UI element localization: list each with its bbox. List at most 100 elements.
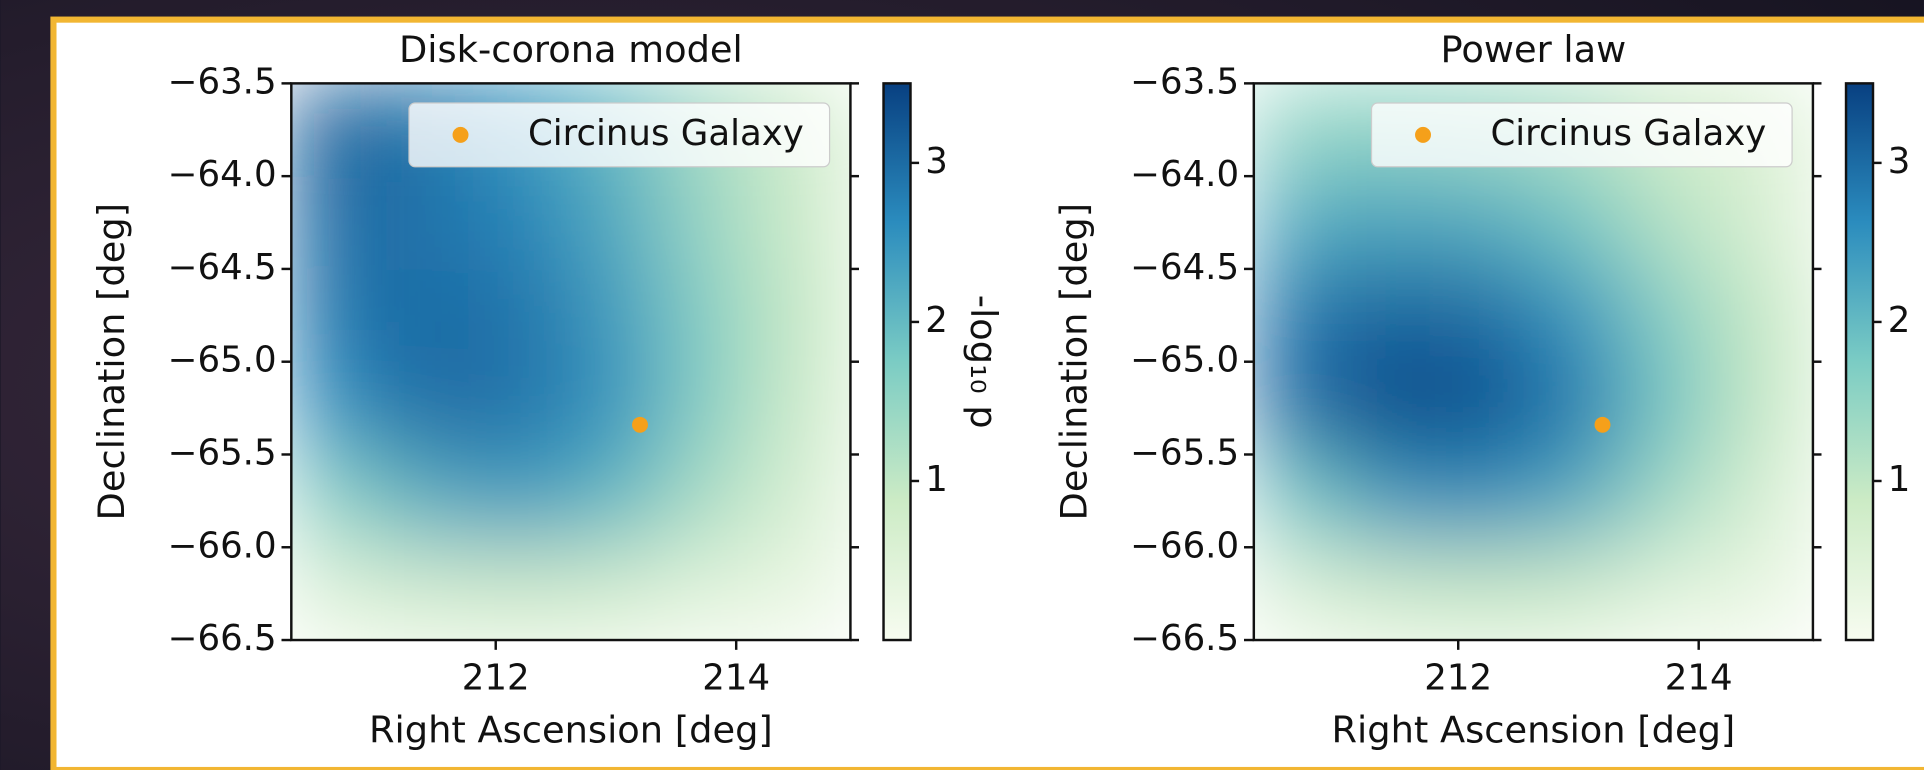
heat-cell [1625,361,1721,456]
heat-cell [1346,546,1441,641]
colorbar-label: -log₁₀ p [962,295,1005,429]
heat-cell [1625,175,1721,270]
y-tick-label: −65.0 [1130,340,1239,381]
colorbar [882,82,912,642]
heat-cell [477,268,572,363]
chart-title: Power law [1441,28,1627,71]
heat-cell [1439,453,1534,548]
legend-marker [452,126,469,143]
colorbar-tick-label: 2 [925,300,948,341]
heat-cell [663,361,758,456]
heat-cell [1719,361,1813,456]
chart-title: Disk-corona model [399,28,743,71]
heat-cell [1532,268,1628,363]
y-tick-label: −66.0 [168,525,277,566]
point [1594,416,1611,433]
heat-cell [570,546,665,641]
colorbar-tick-label: 3 [1888,141,1911,182]
y-axis-label: Declination [deg] [90,203,133,521]
heat-cell [663,175,758,270]
heat-cell [1532,546,1628,641]
heat-cell [1719,453,1813,548]
heat-cell [477,453,572,548]
heat-cell [756,175,851,270]
y-tick-label: −63.5 [1130,61,1239,102]
heat-cell [1719,175,1813,270]
heat-cell [291,83,386,177]
heat-cell [570,361,665,456]
heat-cell [383,268,479,363]
legend-label: Circinus Galaxy [1490,113,1766,154]
heat-cell [383,546,479,641]
point [632,416,648,433]
heat-cell [1253,268,1348,363]
heat-cell [477,175,572,270]
y-tick-label: −66.5 [168,618,277,659]
heat-cell [1439,268,1534,363]
legend-box [1370,102,1793,168]
heat-cell [1253,453,1348,548]
heat-cell [1253,546,1348,641]
heat-cell [291,453,386,548]
heat-cell [291,175,386,270]
heat-cell [1532,453,1628,548]
heat-cell [1253,175,1348,270]
heat-cell [663,453,758,548]
y-axis-label: Declination [deg] [1053,203,1096,521]
heat-cell [477,361,572,456]
heat-cell [570,268,665,363]
heat-cell [383,361,479,456]
heat-cell [1625,268,1721,363]
colorbar-tick-label: 1 [1888,459,1911,500]
heat-cell [756,268,851,363]
x-axis-label: Right Ascension [deg] [369,708,773,751]
x-tick-label: 214 [702,657,770,698]
heat-cell [291,268,386,363]
x-tick-label: 212 [1424,657,1492,698]
y-tick-label: −66.0 [1130,525,1239,566]
heat-cell [1346,175,1441,270]
x-axis-label: Right Ascension [deg] [1331,708,1735,751]
colorbar-tick-label: 3 [925,141,948,182]
heat-cell [1439,361,1534,456]
heat-cell [756,453,851,548]
heat-cell [1253,83,1348,177]
x-tick-label: 212 [462,657,530,698]
colorbar-tick-label: 2 [1888,300,1911,341]
heat-cell [756,546,851,641]
legend-box [408,102,831,168]
y-tick-label: −64.5 [168,247,277,288]
y-tick-label: −65.5 [1130,432,1239,473]
heat-cell [1719,268,1813,363]
heat-cell [291,546,386,641]
heat-cell [1346,361,1441,456]
x-tick-label: 214 [1665,657,1733,698]
heat-cell [477,546,572,641]
heat-cell [1532,361,1628,456]
heat-cell [1439,175,1534,270]
y-tick-label: −64.0 [1130,154,1239,195]
heat-cell [383,175,479,270]
y-tick-label: −64.5 [1130,247,1239,288]
heat-cell [1253,361,1348,456]
heat-cell [291,361,386,456]
legend-marker [1415,126,1431,143]
heat-cell [1625,453,1721,548]
heat-cell [663,268,758,363]
colorbar-tick-label: 1 [925,459,948,500]
y-tick-label: −63.5 [168,61,277,102]
heat-cell [756,361,851,456]
colorbar [1844,82,1875,642]
legend-label: Circinus Galaxy [528,113,804,154]
heat-cell [1719,546,1813,641]
heat-cell [1346,453,1441,548]
heat-cell [1439,546,1534,641]
y-tick-label: −66.5 [1130,618,1239,659]
heat-cell [1625,546,1721,641]
heat-cell [570,175,665,270]
y-tick-label: −64.0 [168,154,277,195]
heat-cell [383,453,479,548]
heat-cell [570,453,665,548]
